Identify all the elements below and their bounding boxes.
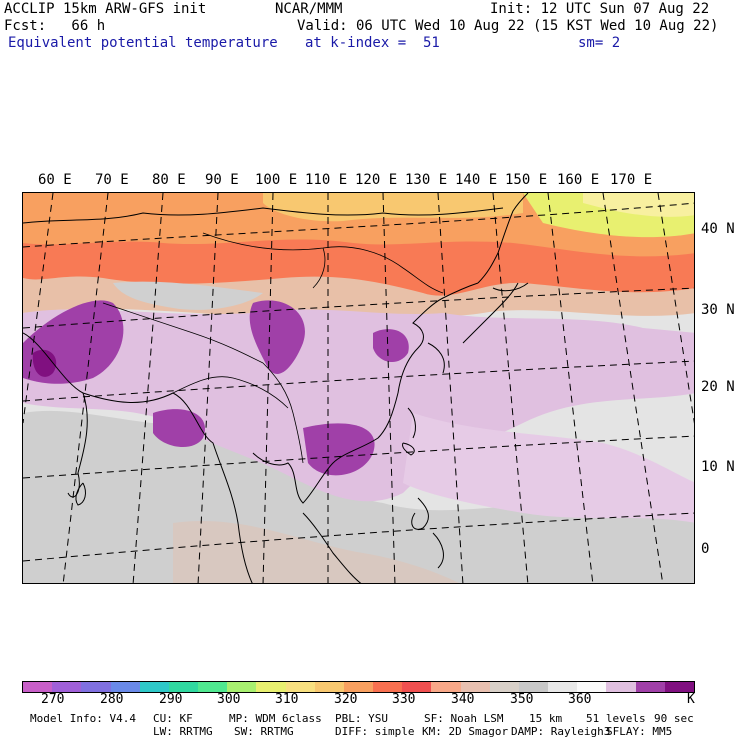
lon-label: 150 E xyxy=(505,172,548,188)
colorbar-swatch xyxy=(489,682,519,692)
forecast-hour: Fcst: 66 h xyxy=(4,18,106,34)
lon-label: 80 E xyxy=(152,172,186,188)
colorbar-swatch xyxy=(343,682,374,692)
colorbar-swatch xyxy=(227,682,257,692)
colorbar-swatch xyxy=(577,682,607,692)
coastlines xyxy=(23,193,529,583)
colorbar xyxy=(22,681,695,693)
smoothing: sm= 2 xyxy=(578,35,621,51)
colorbar-label: 330 xyxy=(392,692,416,707)
colorbar-label: 290 xyxy=(159,692,183,707)
colorbar-swatch xyxy=(314,682,344,692)
footer-item: SF: Noah LSM xyxy=(424,712,504,725)
field-purple-scs xyxy=(303,423,375,476)
colorbar-swatch xyxy=(402,682,432,692)
footer-item: SW: RRTMG xyxy=(234,725,294,738)
field-purple-tibet xyxy=(249,300,305,374)
colorbar-swatch xyxy=(81,682,111,692)
footer-item: DAMP: Rayleigh3 xyxy=(511,725,611,738)
footer-item: KM: 2D Smagor xyxy=(422,725,509,738)
colorbar-swatch xyxy=(664,682,694,692)
colorbar-label: 350 xyxy=(510,692,534,707)
colorbar-swatch xyxy=(23,682,53,692)
field-lilac-region xyxy=(23,309,694,502)
lon-label: 100 E xyxy=(255,172,298,188)
colorbar-label: 310 xyxy=(275,692,299,707)
colorbar-swatch xyxy=(168,682,199,692)
map-field-svg xyxy=(23,193,694,583)
colorbar-label: 320 xyxy=(334,692,358,707)
lat-label: 10 N xyxy=(701,459,735,475)
field-gray-tibet xyxy=(113,281,263,310)
footer-item: 15 km xyxy=(529,712,563,725)
colorbar-swatch xyxy=(110,682,140,692)
lon-label: 90 E xyxy=(205,172,239,188)
lat-label: 20 N xyxy=(701,379,735,395)
colorbar-swatch xyxy=(635,682,665,692)
colorbar-swatch xyxy=(139,682,169,692)
footer-item: DIFF: simple xyxy=(335,725,415,738)
colorbar-swatch xyxy=(373,682,403,692)
field-purple-bengal xyxy=(153,409,205,448)
title-org: NCAR/MMM xyxy=(275,1,343,17)
colorbar-swatch xyxy=(606,682,636,692)
colorbar-swatch xyxy=(198,682,228,692)
colorbar-swatch xyxy=(518,682,549,692)
lon-label: 170 E xyxy=(610,172,653,188)
footer-item: CU: KF xyxy=(153,712,193,725)
level-index: at k-index = 51 xyxy=(305,35,440,51)
field-name: Equivalent potential temperature xyxy=(8,35,278,51)
colorbar-label: 300 xyxy=(217,692,241,707)
field-lightyellow-patch xyxy=(583,193,694,217)
footer-item: PBL: YSU xyxy=(335,712,388,725)
lon-label: 120 E xyxy=(355,172,398,188)
title-model: ACCLIP 15km ARW-GFS init xyxy=(4,1,207,17)
lat-label: 40 N xyxy=(701,221,735,237)
field-lilac-pacific xyxy=(403,413,694,523)
colorbar-swatch xyxy=(460,682,490,692)
lon-label: 160 E xyxy=(557,172,600,188)
colorbar-swatch xyxy=(431,682,461,692)
colorbar-label: K xyxy=(687,692,695,707)
colorbar-swatch xyxy=(285,682,315,692)
init-time: Init: 12 UTC Sun 07 Aug 22 xyxy=(490,1,710,17)
colorbar-swatch xyxy=(256,682,286,692)
lon-label: 140 E xyxy=(455,172,498,188)
footer-item: Model Info: V4.4 xyxy=(30,712,136,725)
lat-label: 30 N xyxy=(701,302,735,318)
colorbar-label: 360 xyxy=(568,692,592,707)
colorbar-swatch xyxy=(548,682,578,692)
field-orange-band xyxy=(23,193,694,257)
footer-item: LW: RRTMG xyxy=(153,725,213,738)
lat-label: 0 xyxy=(701,541,710,557)
field-tan-south xyxy=(173,520,460,583)
colorbar-label: 270 xyxy=(41,692,65,707)
valid-time: Valid: 06 UTC Wed 10 Aug 22 (15 KST Wed … xyxy=(297,18,719,34)
graticule xyxy=(23,193,694,583)
map-panel xyxy=(22,192,695,584)
lon-label: 130 E xyxy=(405,172,448,188)
footer-item: SFLAY: MM5 xyxy=(606,725,673,738)
colorbar-label: 280 xyxy=(100,692,124,707)
lon-label: 60 E xyxy=(38,172,72,188)
borders xyxy=(102,232,444,464)
lon-label: 110 E xyxy=(305,172,348,188)
lon-label: 70 E xyxy=(95,172,129,188)
colorbar-swatch xyxy=(52,682,82,692)
footer-item: 90 sec xyxy=(654,712,694,725)
footer-item: MP: WDM 6class xyxy=(229,712,322,725)
field-purple-china xyxy=(373,329,409,363)
field-yellow-patch xyxy=(263,193,523,222)
field-darkpurple-west xyxy=(32,349,57,377)
footer-item: 51 levels xyxy=(586,712,646,725)
colorbar-label: 340 xyxy=(451,692,475,707)
